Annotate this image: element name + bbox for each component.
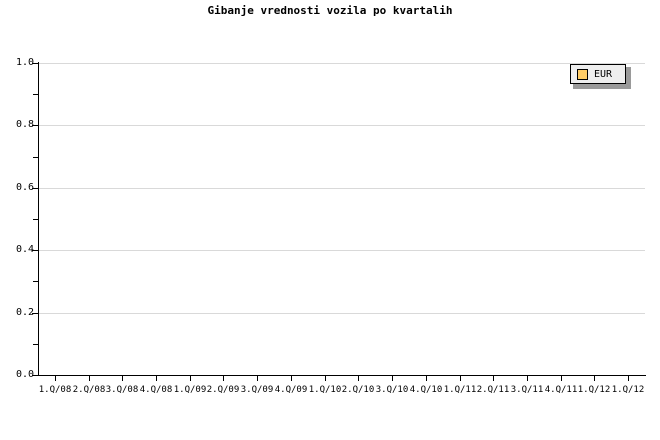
y-tick-major-0.4 <box>32 250 38 251</box>
gridline-y-0.8 <box>38 125 645 126</box>
y-axis-label: 1.0 <box>15 57 34 68</box>
y-tick-major-0.6 <box>32 188 38 189</box>
y-tick-major-1.0 <box>32 63 38 64</box>
y-tick-minor-0.3 <box>33 281 38 282</box>
x-tick <box>358 376 359 381</box>
x-tick <box>460 376 461 381</box>
y-tick-minor-0.5 <box>33 219 38 220</box>
x-axis-label: 2.Q/08 <box>72 385 106 395</box>
x-axis-label: 2.Q/11 <box>476 385 510 395</box>
x-tick <box>190 376 191 381</box>
x-axis-label: 2.Q/09 <box>206 385 240 395</box>
x-tick <box>122 376 123 381</box>
x-tick <box>55 376 56 381</box>
y-tick-minor-0.1 <box>33 344 38 345</box>
legend-label-eur: EUR <box>594 68 613 80</box>
gridline-y-0.6 <box>38 188 645 189</box>
x-axis-label: 4.Q/11 <box>544 385 578 395</box>
x-tick <box>291 376 292 381</box>
x-tick <box>257 376 258 381</box>
x-tick <box>89 376 90 381</box>
x-tick <box>392 376 393 381</box>
x-tick <box>493 376 494 381</box>
x-tick <box>325 376 326 381</box>
y-axis-labels: 0.0 0.2 0.4 0.6 0.8 1.0 <box>0 0 34 440</box>
x-axis-label: 1.Q/08 <box>38 385 72 395</box>
x-tick <box>426 376 427 381</box>
y-axis-label: 0.4 <box>15 244 34 255</box>
plot-area <box>38 63 645 375</box>
y-tick-minor-0.9 <box>33 94 38 95</box>
gridline-y-0.4 <box>38 250 645 251</box>
x-axis-label: 3.Q/09 <box>240 385 274 395</box>
x-axis-label: 4.Q/08 <box>139 385 173 395</box>
y-axis-label: 0.8 <box>15 119 34 130</box>
x-tick <box>594 376 595 381</box>
y-tick-major-0.8 <box>32 125 38 126</box>
x-axis-label: 3.Q/11 <box>510 385 544 395</box>
x-tick <box>527 376 528 381</box>
x-axis-label: 1.Q/11 <box>443 385 477 395</box>
y-axis-line <box>38 62 39 376</box>
legend[interactable]: EUR <box>570 64 626 84</box>
gridline-y-1.0 <box>38 63 645 64</box>
x-axis-line <box>38 375 646 376</box>
y-axis-label: 0.2 <box>15 307 34 318</box>
x-axis-label: 1.Q/12 <box>611 385 645 395</box>
x-tick <box>223 376 224 381</box>
x-axis-label: 3.Q/10 <box>375 385 409 395</box>
gridline-y-0.2 <box>38 313 645 314</box>
x-tick <box>561 376 562 381</box>
y-tick-major-0.0 <box>32 375 38 376</box>
y-axis-label: 0.0 <box>15 369 34 380</box>
y-tick-major-0.2 <box>32 313 38 314</box>
x-tick <box>628 376 629 381</box>
series-layer <box>38 63 645 375</box>
chart-title: Gibanje vrednosti vozila po kvartalih <box>207 4 453 17</box>
x-axis-label: 2.Q/10 <box>341 385 375 395</box>
x-axis-label: 3.Q/08 <box>105 385 139 395</box>
y-axis-label: 0.6 <box>15 182 34 193</box>
y-tick-minor-0.7 <box>33 157 38 158</box>
legend-swatch-eur <box>577 68 588 80</box>
x-tick <box>156 376 157 381</box>
x-axis-label: 1.Q/10 <box>308 385 342 395</box>
series-eur-line <box>38 63 645 375</box>
x-axis-label: 4.Q/10 <box>409 385 443 395</box>
x-axis-label: 1.Q/09 <box>173 385 207 395</box>
x-axis-label: 1.Q/12 <box>577 385 611 395</box>
x-axis-label: 4.Q/09 <box>274 385 308 395</box>
